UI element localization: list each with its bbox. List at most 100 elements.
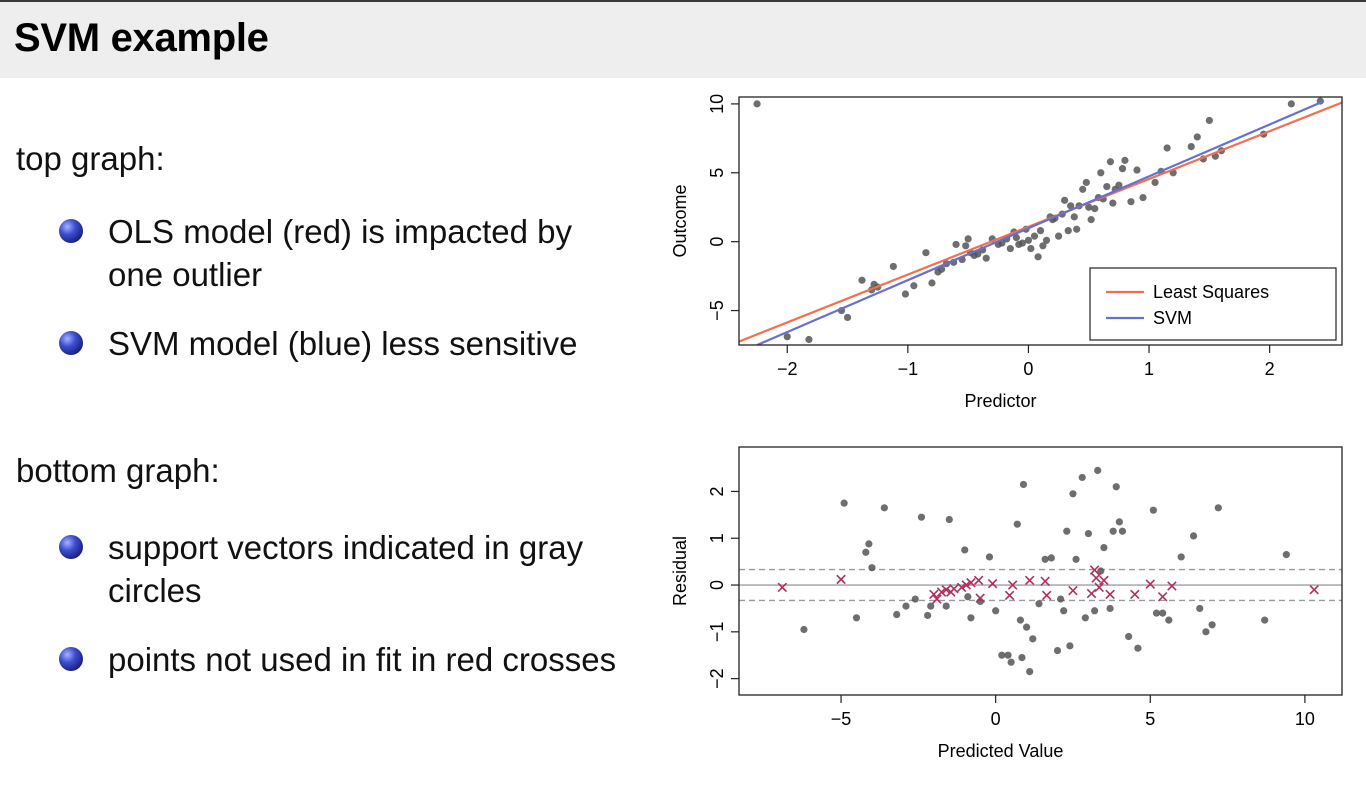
support-vector-point xyxy=(1013,520,1021,528)
support-vector-point xyxy=(1019,480,1028,489)
bullet-text: OLS model (red) is impacted by one outli… xyxy=(108,213,573,293)
data-point xyxy=(1151,178,1159,187)
data-point xyxy=(1139,193,1147,202)
legend-box xyxy=(1089,267,1337,341)
cross-stroke xyxy=(1105,589,1115,600)
cross-stroke xyxy=(929,589,939,600)
support-vector-point xyxy=(1100,544,1108,552)
data-point xyxy=(1036,227,1045,235)
support-vector-point xyxy=(985,553,994,561)
data-point xyxy=(858,276,866,284)
cross-stroke xyxy=(1007,580,1018,590)
non-support-cross xyxy=(1040,576,1050,587)
data-point xyxy=(805,335,813,344)
non-support-cross xyxy=(1094,582,1105,593)
data-point xyxy=(1067,202,1075,210)
support-vector-point xyxy=(1063,527,1071,535)
non-support-cross xyxy=(973,575,984,586)
non-support-cross xyxy=(1004,590,1015,601)
non-support-cross xyxy=(1157,591,1168,602)
data-point xyxy=(1030,232,1039,240)
x-tick-label: −1 xyxy=(898,359,919,379)
cross-stroke xyxy=(1167,581,1177,591)
cross-stroke xyxy=(1145,579,1156,589)
support-vector-point xyxy=(1016,616,1024,624)
support-vector-point xyxy=(1196,604,1204,613)
support-vector-point xyxy=(917,513,926,521)
data-point xyxy=(1073,225,1081,233)
slide-header: SVM example xyxy=(0,2,1366,78)
cross-stroke xyxy=(1089,565,1100,575)
cross-stroke xyxy=(941,584,951,595)
non-support-cross xyxy=(975,593,985,603)
plot-area xyxy=(739,466,1342,676)
plot-frame xyxy=(738,446,1343,696)
cross-stroke xyxy=(777,582,788,593)
top-bullet-list: OLS model (red) is impacted by one outli… xyxy=(0,210,650,391)
support-vector-point xyxy=(868,564,876,572)
bullet-icon xyxy=(59,219,83,243)
data-point xyxy=(928,279,936,287)
y-tick-label: 0 xyxy=(707,237,727,247)
non-support-cross xyxy=(1145,579,1156,589)
support-vector-point xyxy=(967,614,975,622)
bottom-bullet-list: support vectors indicated in gray circle… xyxy=(0,526,650,707)
support-vector-point xyxy=(862,548,870,556)
support-vector-point xyxy=(1026,668,1034,676)
data-point xyxy=(1109,199,1117,207)
data-point xyxy=(1024,236,1033,244)
svm-fit-line xyxy=(756,100,1325,345)
x-tick-label: 5 xyxy=(1145,709,1155,729)
y-tick-label: −1 xyxy=(707,622,727,643)
support-vector-point xyxy=(1177,553,1185,561)
legend-label: SVM xyxy=(1153,308,1192,328)
bullet-item: OLS model (red) is impacted by one outli… xyxy=(0,210,650,296)
support-vector-point xyxy=(1018,653,1026,662)
data-point xyxy=(974,250,982,258)
cross-stroke xyxy=(1024,575,1035,586)
data-point xyxy=(1064,227,1072,235)
plot-frame xyxy=(738,96,1343,346)
support-vector-point xyxy=(1035,600,1043,608)
support-vector-point xyxy=(1060,607,1068,615)
cross-stroke xyxy=(1068,585,1078,596)
data-point xyxy=(964,235,972,243)
cross-stroke xyxy=(1309,584,1319,595)
cross-stroke xyxy=(961,580,972,590)
support-vector-point xyxy=(924,611,932,620)
support-vector-point xyxy=(1125,632,1133,641)
cross-stroke xyxy=(966,577,976,588)
y-tick-label: −2 xyxy=(707,668,727,689)
support-vector-point xyxy=(1112,483,1120,491)
cross-stroke xyxy=(1004,590,1015,601)
data-point xyxy=(1163,144,1171,152)
support-vector-point xyxy=(1094,466,1102,474)
y-tick-label: 5 xyxy=(707,168,727,178)
bullet-icon xyxy=(59,331,83,355)
data-point xyxy=(783,333,791,341)
support-vector-point xyxy=(1109,527,1117,535)
data-point xyxy=(1042,236,1051,244)
non-support-cross xyxy=(777,582,788,593)
y-tick-label: 1 xyxy=(707,533,727,543)
data-point xyxy=(753,100,761,108)
cross-stroke xyxy=(1041,590,1052,601)
support-vector-point xyxy=(1053,646,1062,655)
support-vector-point xyxy=(911,595,919,603)
data-point xyxy=(889,262,897,271)
non-support-cross xyxy=(949,584,959,594)
cross-stroke xyxy=(836,574,846,585)
data-point xyxy=(1118,165,1127,173)
cross-stroke xyxy=(1091,573,1101,583)
non-support-cross xyxy=(966,577,976,588)
cross-stroke xyxy=(956,582,967,593)
data-point xyxy=(1187,143,1195,151)
bullet-item: support vectors indicated in gray circle… xyxy=(0,526,650,612)
data-point xyxy=(1012,233,1020,242)
top-graph-label: top graph: xyxy=(16,140,165,177)
support-vector-point xyxy=(1072,555,1080,563)
cross-stroke xyxy=(1040,576,1050,587)
support-vector-point xyxy=(1004,651,1012,659)
cross-stroke xyxy=(949,584,959,594)
cross-stroke xyxy=(1099,575,1109,586)
